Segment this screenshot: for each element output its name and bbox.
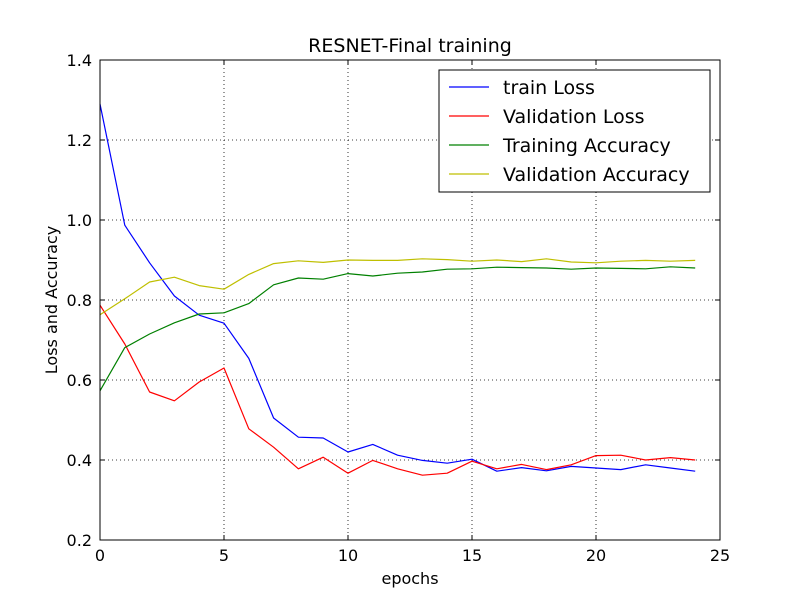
x-tick-label: 10 xyxy=(338,546,358,565)
legend-label: Validation Accuracy xyxy=(503,164,690,186)
y-tick-label: 1.2 xyxy=(67,131,92,150)
series-line-3 xyxy=(99,266,696,392)
y-tick-label: 0.2 xyxy=(67,531,92,550)
legend-box xyxy=(438,69,711,193)
y-axis-label: Loss and Accuracy xyxy=(42,226,61,374)
series-lines xyxy=(99,103,696,476)
y-tick-label: 0.4 xyxy=(67,451,92,470)
y-tick-label: 0.6 xyxy=(67,371,92,390)
y-tick-label: 1.0 xyxy=(67,211,92,230)
series-line-2 xyxy=(99,304,696,476)
chart-title: RESNET-Final training xyxy=(308,35,512,57)
x-tick-label: 5 xyxy=(219,546,229,565)
legend-label: Validation Loss xyxy=(503,106,645,128)
legend: train Loss Validation Loss Training Accura… xyxy=(438,69,711,193)
x-tick-label: 20 xyxy=(586,546,606,565)
legend-label: Training Accuracy xyxy=(502,135,671,157)
y-tick-label: 0.8 xyxy=(67,291,92,310)
y-tick-label: 1.4 xyxy=(67,51,92,70)
x-tick-label: 25 xyxy=(710,546,730,565)
x-tick-label: 15 xyxy=(462,546,482,565)
series-line-1 xyxy=(99,103,696,472)
ticks: 0 5 10 15 20 25 0.2 0.4 0.6 0.8 1.0 1.2 1.4 xyxy=(67,51,731,565)
legend-label: train Loss xyxy=(503,77,595,99)
x-axis-label: epochs xyxy=(381,569,438,588)
series-line-4 xyxy=(99,258,696,316)
x-tick-label: 0 xyxy=(95,546,105,565)
